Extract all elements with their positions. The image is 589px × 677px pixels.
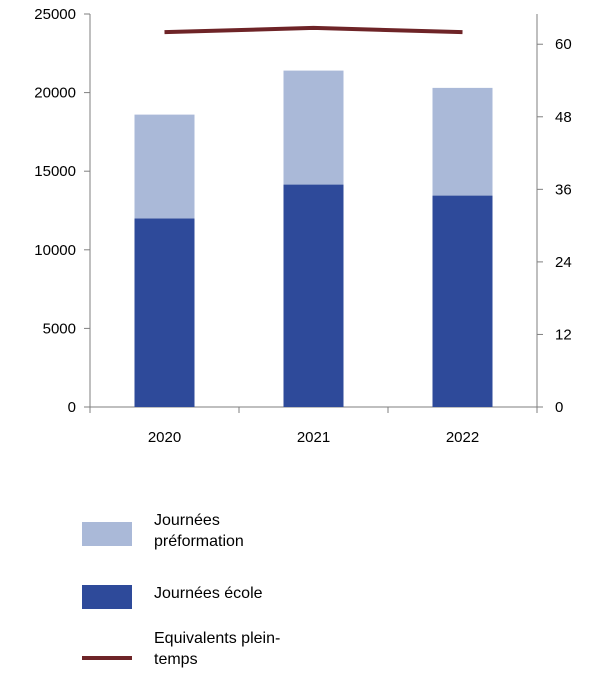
y-left-tick-label: 0 (68, 399, 76, 416)
y-left-tick-label: 20000 (34, 85, 76, 102)
bars (134, 70, 493, 407)
y-right-tick-label: 48 (555, 109, 572, 126)
bar-journ-es-cole-2020 (134, 218, 195, 407)
y-right-tick-label: 60 (555, 36, 572, 53)
y-left-tick-label: 10000 (34, 242, 76, 259)
y-right-tick-label: 0 (555, 399, 563, 416)
x-tick-label: 2022 (446, 429, 479, 446)
y-left-tick-label: 5000 (43, 320, 76, 337)
bar-journ-es-cole-2022 (432, 195, 493, 407)
x-tick-label: 2021 (297, 429, 330, 446)
bar-journ-es-pr-formation-2021 (283, 70, 344, 185)
x-tick-label: 2020 (148, 429, 181, 446)
y-right-tick-label: 36 (555, 181, 572, 198)
y-right-tick-label: 12 (555, 326, 572, 343)
bar-journ-es-pr-formation-2022 (432, 87, 493, 196)
y-left-tick-label: 25000 (34, 6, 76, 23)
line-series (164, 25, 463, 35)
tick-labels: 0 5000 10000 15000 20000 25000 0 12 24 36 48 60 2020… (34, 6, 571, 446)
y-right-tick-label: 24 (555, 254, 572, 271)
bar-journ-es-cole-2021 (283, 184, 344, 407)
bar-journ-es-pr-formation-2020 (134, 114, 195, 219)
y-left-tick-label: 15000 (34, 163, 76, 180)
line-equivalents-plein-temps (164, 25, 463, 35)
